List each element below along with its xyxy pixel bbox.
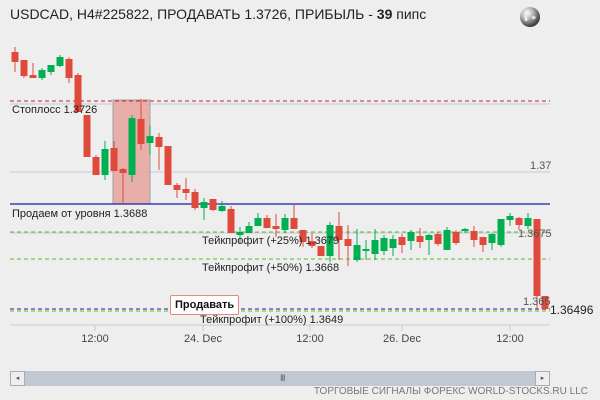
title-text: USDCAD, H4#225822, ПРОДАВАТЬ 1.3726, ПРИ… [10,6,377,22]
candle [92,157,100,175]
stoploss-label: Стоплосс 1.3726 [12,104,98,116]
candle [488,234,496,243]
candle [191,192,199,208]
candle [200,202,208,208]
y-tick-1-365: 1.365 [523,296,551,308]
candle [506,216,514,220]
candle [317,246,325,256]
candle [137,119,145,144]
candle [353,245,361,260]
candle [443,230,451,250]
scroll-grip-handle[interactable]: III [280,373,285,383]
candle [38,70,46,78]
candle [308,241,316,246]
candle [56,57,64,66]
candle [110,148,118,171]
candle [209,199,217,210]
candle [335,226,343,240]
y-tick-1-37: 1.37 [530,160,552,172]
takeprofit-50-label: Тейкпрофит (+50%) 1.3668 [202,262,340,274]
candle [434,234,442,244]
candle [20,60,28,76]
candle [29,75,37,78]
candle [380,238,388,251]
candle [227,209,235,233]
candle [524,218,532,226]
candle [425,235,433,240]
takeprofit-25-label: Тейкпрофит (+25%) 1.3679 [202,235,340,247]
title-suffix: пипс [392,6,427,22]
x-tick-label: 12:00 [81,333,109,345]
scroll-left-button[interactable]: ◂ [10,371,25,386]
candle [11,52,19,62]
x-tick-label: 12:00 [296,333,324,345]
chart-header: USDCAD, H4#225822, ПРОДАВАТЬ 1.3726, ПРИ… [10,6,426,22]
candle [236,232,244,235]
x-tick-label: 26. Dec [383,333,421,345]
candle [541,296,549,309]
entry-level-label: Продаем от уровня 1.3688 [12,208,148,220]
candle [119,169,127,173]
candle [470,231,478,240]
profit-value: 39 [376,6,393,22]
candle [497,219,505,245]
x-tick-label: 12:00 [496,333,524,345]
candle [83,115,91,157]
candle [254,218,262,226]
candle [299,230,307,242]
candle [173,185,181,190]
candle [263,218,271,228]
horizontal-scrollbar[interactable]: ◂ III ▸ [10,371,550,386]
candle [146,136,154,143]
candle [452,232,460,243]
candle [515,218,523,225]
candle [398,237,406,245]
candle [326,225,334,256]
candle [461,229,469,231]
globe-icon[interactable] [520,7,540,27]
candle [164,146,172,185]
candle [344,239,352,246]
candle [182,189,190,193]
footer-credit: ТОРГОВЫЕ СИГНАЛЫ ФОРЕКС WORLD-STOCKS.RU … [313,386,588,397]
candle [389,239,397,248]
takeprofit-100-label: Тейкпрофит (+100%) 1.3649 [200,314,344,326]
candle [281,218,289,230]
candle [533,219,541,296]
y-tick-1-3675: 1.3675 [518,228,552,240]
candle [65,59,73,78]
sell-signal-badge[interactable]: Продавать [170,295,240,315]
candle [128,118,136,175]
candle [371,240,379,254]
candle [272,226,280,229]
candle [407,232,415,241]
candle [74,75,82,112]
x-tick-label: 24. Dec [184,333,222,345]
candle [479,237,487,245]
current-price-label: 1.36496 [550,303,594,317]
candle [218,206,226,211]
scroll-right-button[interactable]: ▸ [535,371,550,386]
candle [290,218,298,229]
candle [416,236,424,242]
candle [47,65,55,72]
candle [155,137,163,147]
candle [245,226,253,233]
candle [362,249,370,251]
candle [101,149,109,175]
